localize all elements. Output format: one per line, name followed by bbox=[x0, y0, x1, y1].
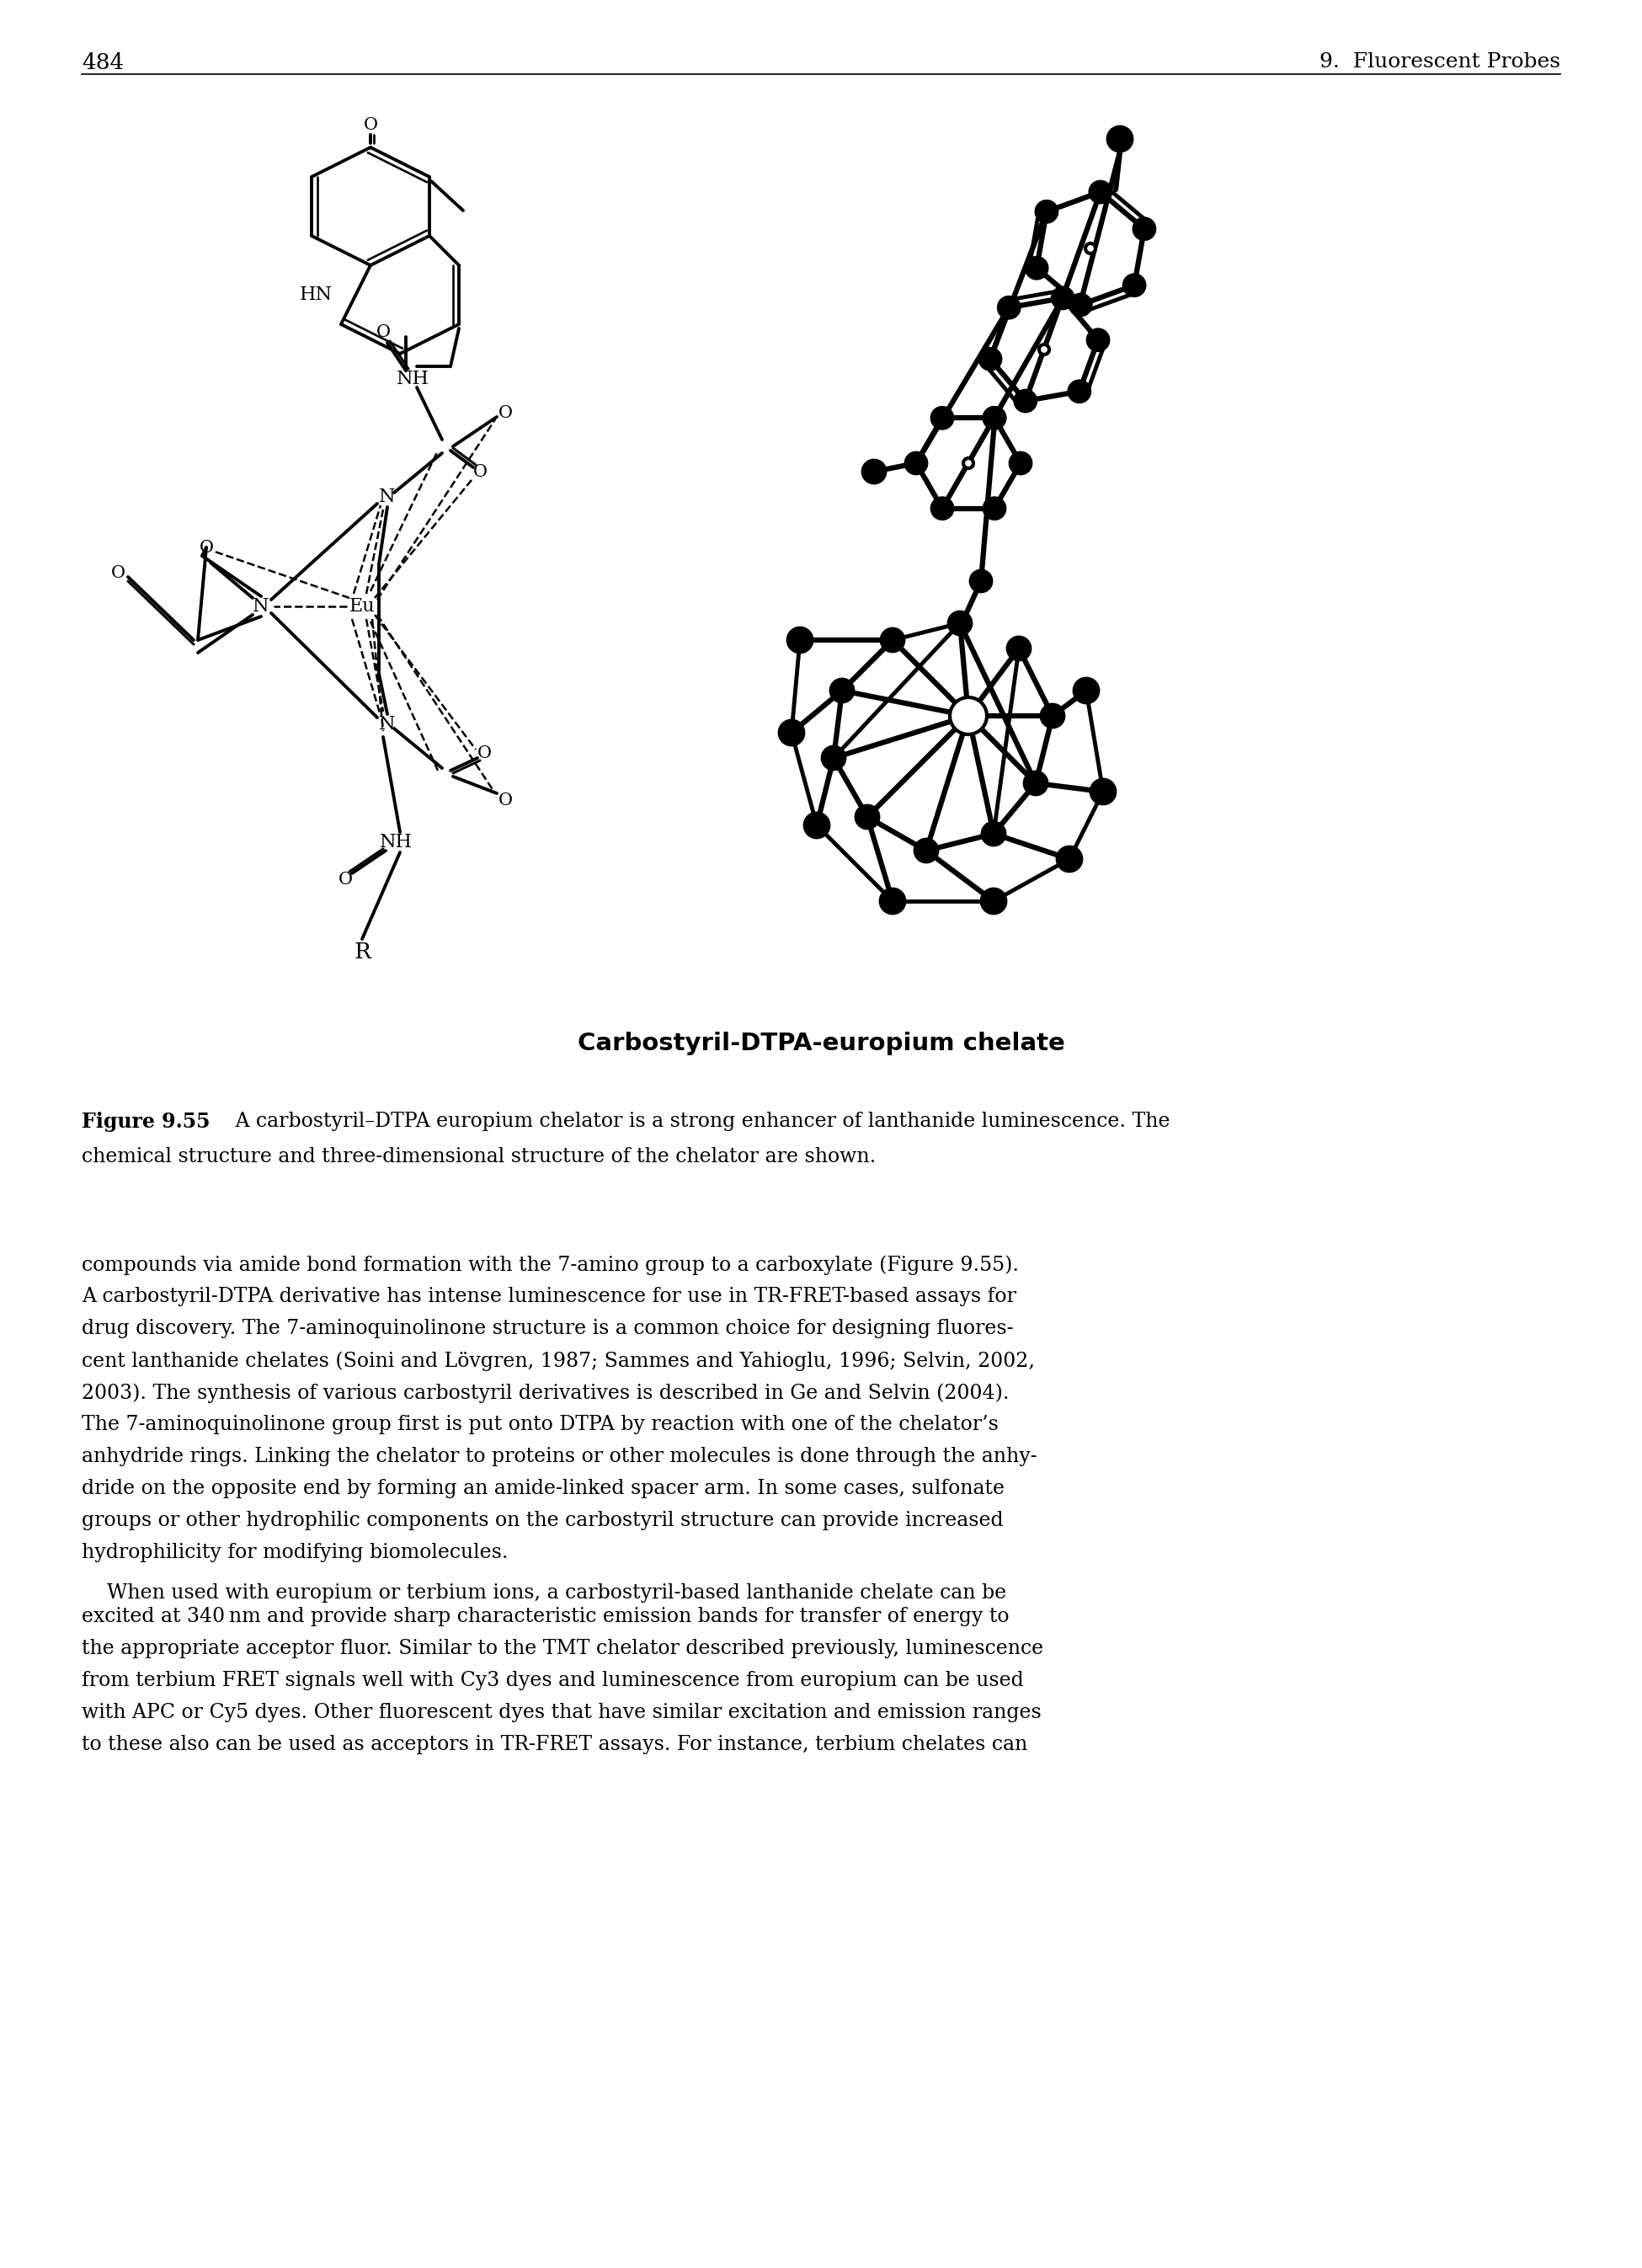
Text: 2003). The synthesis of various carbostyril derivatives is described in Ge and S: 2003). The synthesis of various carbosty… bbox=[82, 1383, 1010, 1402]
Text: N: N bbox=[253, 596, 269, 615]
Circle shape bbox=[970, 569, 992, 592]
Circle shape bbox=[880, 628, 905, 651]
Text: O: O bbox=[498, 792, 512, 807]
Circle shape bbox=[1015, 390, 1036, 413]
Circle shape bbox=[1085, 243, 1095, 254]
Circle shape bbox=[915, 839, 938, 862]
Text: The 7-aminoquinolinone group first is put onto DTPA by reaction with one of the : The 7-aminoquinolinone group first is pu… bbox=[82, 1415, 998, 1433]
Text: Carbostyril-DTPA-europium chelate: Carbostyril-DTPA-europium chelate bbox=[578, 1032, 1064, 1055]
Circle shape bbox=[984, 406, 1005, 429]
Circle shape bbox=[947, 612, 972, 635]
Text: O: O bbox=[110, 565, 125, 581]
Circle shape bbox=[979, 347, 1002, 370]
Text: 9.  Fluorescent Probes: 9. Fluorescent Probes bbox=[1320, 52, 1560, 73]
Text: NH: NH bbox=[379, 832, 412, 850]
Circle shape bbox=[787, 628, 813, 653]
Circle shape bbox=[1007, 637, 1031, 660]
Circle shape bbox=[1041, 703, 1064, 728]
Text: from terbium FRET signals well with Cy3 dyes and luminescence from europium can : from terbium FRET signals well with Cy3 … bbox=[82, 1672, 1023, 1690]
Circle shape bbox=[862, 460, 885, 483]
Circle shape bbox=[880, 889, 905, 914]
Text: O: O bbox=[338, 873, 353, 889]
Circle shape bbox=[1036, 200, 1057, 222]
Text: the appropriate acceptor fluor. Similar to the TMT chelator described previously: the appropriate acceptor fluor. Similar … bbox=[82, 1640, 1043, 1658]
Text: O: O bbox=[498, 404, 512, 420]
Circle shape bbox=[1133, 218, 1156, 240]
Text: dride on the opposite end by forming an amide-linked spacer arm. In some cases, : dride on the opposite end by forming an … bbox=[82, 1479, 1005, 1499]
Circle shape bbox=[984, 406, 1005, 429]
Text: excited at 340 nm and provide sharp characteristic emission bands for transfer o: excited at 340 nm and provide sharp char… bbox=[82, 1608, 1010, 1626]
Circle shape bbox=[949, 696, 987, 735]
Circle shape bbox=[778, 719, 805, 746]
Circle shape bbox=[1069, 381, 1090, 401]
Text: O: O bbox=[478, 746, 491, 762]
Text: NH: NH bbox=[396, 370, 429, 388]
Circle shape bbox=[805, 812, 829, 837]
Circle shape bbox=[831, 678, 854, 703]
Text: HN: HN bbox=[299, 286, 332, 304]
Circle shape bbox=[823, 746, 846, 769]
Circle shape bbox=[931, 497, 954, 519]
Circle shape bbox=[1057, 846, 1082, 871]
Text: compounds via amide bond formation with the 7-amino group to a carboxylate (Figu: compounds via amide bond formation with … bbox=[82, 1254, 1020, 1275]
Circle shape bbox=[1123, 274, 1144, 297]
Circle shape bbox=[1087, 329, 1108, 352]
Circle shape bbox=[1039, 345, 1049, 354]
Text: O: O bbox=[199, 540, 213, 556]
Text: N: N bbox=[379, 488, 396, 506]
Text: R: R bbox=[353, 941, 371, 962]
Circle shape bbox=[1025, 771, 1048, 796]
Text: chemical structure and three-dimensional structure of the chelator are shown.: chemical structure and three-dimensional… bbox=[82, 1148, 875, 1166]
Text: O: O bbox=[376, 324, 391, 340]
Text: N: N bbox=[379, 714, 396, 733]
Circle shape bbox=[980, 889, 1007, 914]
Circle shape bbox=[1107, 127, 1133, 152]
Circle shape bbox=[1053, 288, 1074, 308]
Circle shape bbox=[1010, 451, 1031, 474]
Text: hydrophilicity for modifying biomolecules.: hydrophilicity for modifying biomolecule… bbox=[82, 1542, 507, 1563]
Text: O: O bbox=[473, 463, 488, 479]
Circle shape bbox=[1089, 181, 1112, 204]
Circle shape bbox=[1074, 678, 1098, 703]
Text: Figure 9.55: Figure 9.55 bbox=[82, 1111, 210, 1132]
Circle shape bbox=[1069, 295, 1092, 315]
Circle shape bbox=[905, 451, 928, 474]
Text: to these also can be used as acceptors in TR-FRET assays. For instance, terbium : to these also can be used as acceptors i… bbox=[82, 1735, 1028, 1753]
Circle shape bbox=[855, 805, 878, 828]
Text: A carbostyril–DTPA europium chelator is a strong enhancer of lanthanide luminesc: A carbostyril–DTPA europium chelator is … bbox=[228, 1111, 1171, 1132]
Text: O: O bbox=[363, 116, 378, 132]
Circle shape bbox=[984, 497, 1005, 519]
Text: anhydride rings. Linking the chelator to proteins or other molecules is done thr: anhydride rings. Linking the chelator to… bbox=[82, 1447, 1038, 1465]
Text: 484: 484 bbox=[82, 52, 125, 73]
Text: When used with europium or terbium ions, a carbostyril-based lanthanide chelate : When used with europium or terbium ions,… bbox=[82, 1583, 1007, 1603]
Text: A carbostyril-DTPA derivative has intense luminescence for use in TR-FRET-based : A carbostyril-DTPA derivative has intens… bbox=[82, 1286, 1016, 1306]
Circle shape bbox=[1026, 256, 1048, 279]
Circle shape bbox=[964, 458, 974, 467]
Circle shape bbox=[998, 297, 1020, 318]
Circle shape bbox=[931, 406, 954, 429]
Text: with APC or Cy5 dyes. Other fluorescent dyes that have similar excitation and em: with APC or Cy5 dyes. Other fluorescent … bbox=[82, 1703, 1041, 1721]
Text: cent lanthanide chelates (Soini and Lövgren, 1987; Sammes and Yahioglu, 1996; Se: cent lanthanide chelates (Soini and Lövg… bbox=[82, 1352, 1034, 1370]
Text: Eu: Eu bbox=[350, 596, 374, 615]
Circle shape bbox=[1090, 778, 1115, 805]
Text: drug discovery. The 7-aminoquinolinone structure is a common choice for designin: drug discovery. The 7-aminoquinolinone s… bbox=[82, 1320, 1013, 1338]
Text: groups or other hydrophilic components on the carbostyril structure can provide : groups or other hydrophilic components o… bbox=[82, 1510, 1003, 1531]
Circle shape bbox=[982, 821, 1005, 846]
